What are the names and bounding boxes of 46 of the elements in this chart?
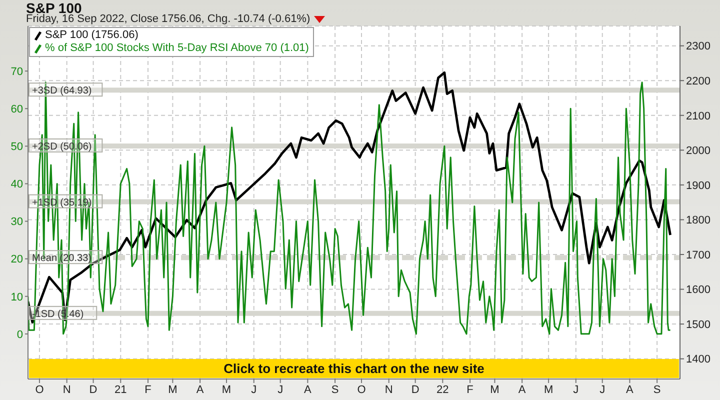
x-tick-label: J (600, 384, 606, 396)
x-tick-label: J (573, 384, 579, 396)
y-tick-label: 50 (10, 141, 23, 154)
y-tick-label: 30 (10, 216, 23, 228)
x-tick-label: N (384, 384, 393, 396)
x-tick-label: M (544, 384, 554, 396)
banner: Click to recreate this chart on the new site (29, 359, 679, 378)
x-tick-label: A (196, 384, 204, 396)
y2-tick-label: 1400 (686, 354, 710, 366)
x-tick-label: S (331, 384, 339, 396)
y-tick-label: 40 (10, 178, 23, 191)
x-tick-label: M (168, 384, 178, 396)
y2-tick-label: 1800 (686, 214, 710, 227)
x-tick-label: J (278, 384, 284, 396)
y-tick-label: 0 (16, 328, 23, 341)
y2-tick-label: 1900 (686, 180, 710, 192)
y2-tick-label: 2200 (686, 76, 710, 88)
x-tick-label: F (466, 384, 474, 396)
y-tick-label: 10 (10, 291, 23, 304)
y2-tick-label: 2100 (686, 110, 710, 122)
y2-tick-label: 1700 (686, 249, 710, 262)
x-tick-label: A (626, 384, 634, 396)
x-tick-label: N (62, 384, 71, 396)
x-tick-label: M (222, 384, 232, 396)
y-tick-label: 20 (10, 254, 23, 266)
y-tick-label: 70 (10, 66, 23, 78)
x-tick-label: F (144, 384, 152, 396)
x-tick-label: D (89, 384, 98, 396)
x-tick-label: O (357, 384, 366, 396)
x-tick-label: A (518, 384, 526, 396)
x-tick-label: 22 (436, 384, 449, 396)
y2-tick-label: 1600 (686, 284, 710, 296)
legend-label: % of S&P 100 Stocks With 5-Day RSI Above 70 (1.01) (45, 42, 309, 55)
x-tick-label: S (653, 384, 661, 396)
x-tick-label: A (304, 384, 312, 396)
x-tick-label: M (490, 384, 500, 396)
x-tick-label: J (251, 384, 257, 396)
y-tick-label: 60 (10, 104, 23, 116)
legend-label: S&P 100 (1756.06) (45, 29, 138, 42)
y2-tick-label: 1500 (686, 318, 710, 331)
x-tick-label: D (411, 384, 420, 396)
x-tick-label: O (35, 384, 44, 396)
x-tick-label: 21 (114, 384, 127, 396)
chart-subtitle: Friday, 16 Sep 2022, Close 1756.06, Chg. -10.74 (-0.61%) (26, 13, 310, 25)
y2-tick-label: 2300 (686, 40, 710, 53)
y2-tick-label: 2000 (686, 145, 710, 158)
